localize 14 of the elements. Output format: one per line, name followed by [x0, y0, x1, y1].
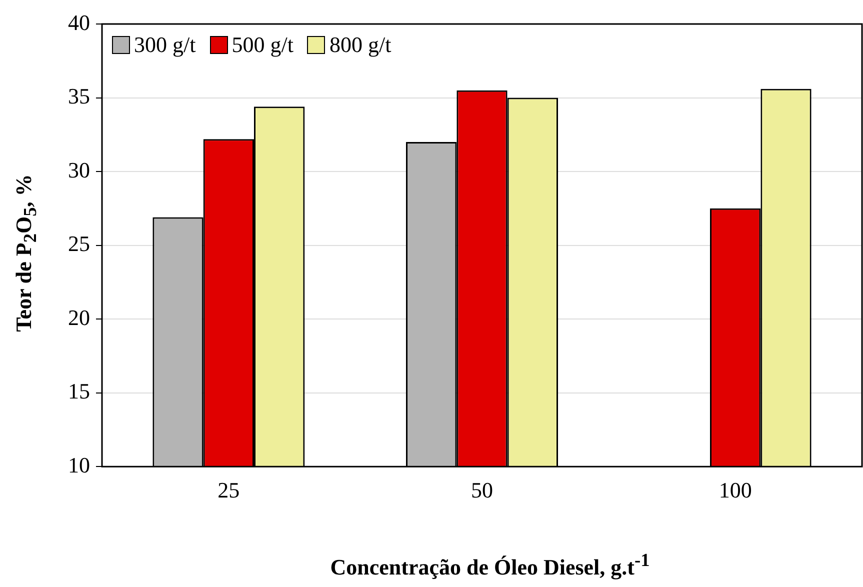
- y-tick-label: 20: [68, 304, 90, 330]
- y-tick-label: 35: [68, 84, 90, 109]
- x-tick-label: 25: [218, 478, 240, 503]
- y-tick-label: 40: [68, 10, 90, 35]
- legend-label: 800 g/t: [329, 32, 392, 58]
- y-tick-label: 25: [68, 231, 90, 256]
- y-tick-label: 30: [68, 157, 90, 182]
- legend-label: 300 g/t: [134, 32, 196, 58]
- x-tick-label: 50: [471, 478, 493, 503]
- x-axis-title: Concentração de Óleo Diesel, g.t$^{-1}$: [330, 550, 650, 580]
- y-tick-label: 15: [68, 378, 90, 404]
- x-tick-label: 100: [718, 478, 752, 503]
- y-tick-label: 10: [68, 452, 90, 478]
- legend-label: 500 g/t: [232, 32, 294, 58]
